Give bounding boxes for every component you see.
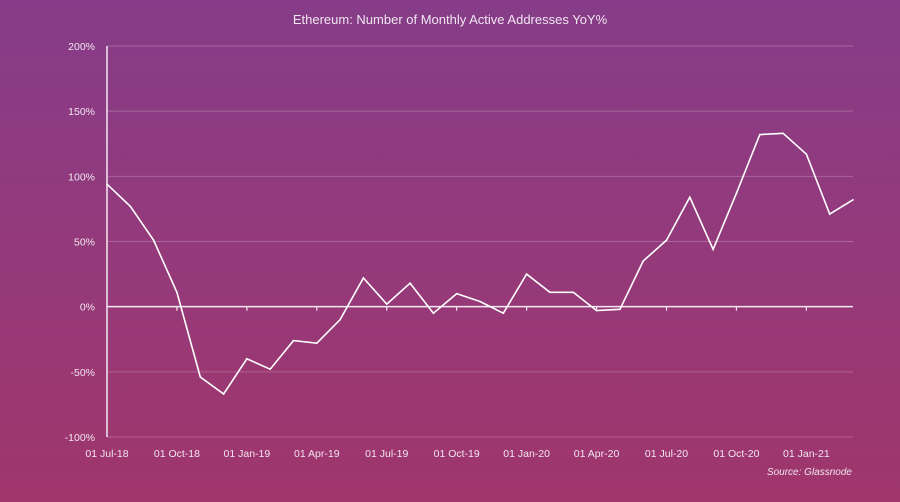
y-tick-label: -100%	[65, 432, 95, 444]
data-point	[339, 318, 341, 321]
x-tick-label: 01 Jul-20	[645, 448, 688, 460]
data-point	[106, 183, 108, 185]
y-tick-label: 100%	[68, 171, 95, 183]
x-tick-label: 01 Oct-18	[154, 448, 200, 460]
data-point	[665, 239, 668, 241]
data-point	[269, 368, 271, 371]
data-point	[595, 309, 598, 312]
data-point	[316, 342, 318, 344]
data-point	[455, 292, 458, 295]
chart-title: Ethereum: Number of Monthly Active Addre…	[292, 12, 608, 27]
data-point	[712, 248, 714, 251]
data-point	[432, 312, 435, 314]
data-point	[152, 239, 155, 241]
data-point	[409, 282, 411, 285]
y-tick-label: -50%	[70, 367, 95, 379]
data-point	[735, 192, 738, 195]
data-point	[619, 308, 621, 311]
source-note: Source: Glassnode	[766, 467, 852, 478]
y-tick-label: 200%	[68, 41, 95, 53]
data-point	[222, 393, 225, 395]
y-tick-label: 50%	[74, 237, 95, 249]
x-tick-label: 01 Jan-21	[783, 448, 830, 460]
y-tick-label: 0%	[80, 302, 95, 314]
x-tick-label: 01 Jan-19	[224, 448, 271, 460]
x-tick-label: 01 Jan-20	[503, 448, 550, 460]
data-point	[246, 358, 248, 360]
data-point	[502, 312, 505, 314]
data-point	[479, 300, 481, 303]
data-point	[525, 273, 528, 275]
x-tick-label: 01 Oct-20	[713, 448, 759, 460]
data-point	[129, 205, 132, 208]
data-point	[805, 153, 808, 155]
x-tick-label: 01 Jul-18	[85, 448, 128, 460]
data-point	[782, 132, 784, 135]
data-point	[689, 196, 691, 198]
x-tick-label: 01 Apr-20	[574, 448, 620, 460]
data-point	[176, 291, 178, 294]
data-point	[828, 213, 831, 215]
data-point	[292, 339, 295, 342]
data-point	[642, 260, 644, 262]
data-point	[758, 133, 761, 136]
data-point	[362, 277, 365, 279]
data-point	[549, 291, 551, 294]
data-point	[199, 376, 202, 378]
y-tick-label: 150%	[68, 106, 95, 118]
data-point	[572, 291, 575, 294]
x-tick-label: 01 Oct-19	[434, 448, 480, 460]
x-tick-label: 01 Apr-19	[294, 448, 340, 460]
data-point	[852, 198, 854, 201]
series-line	[106, 132, 854, 396]
data-point	[385, 303, 388, 305]
x-tick-label: 01 Jul-19	[365, 448, 408, 460]
